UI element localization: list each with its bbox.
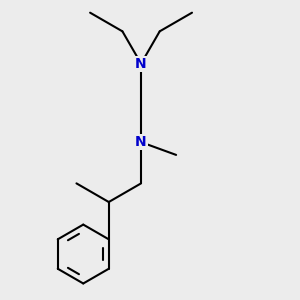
Text: N: N bbox=[135, 135, 147, 149]
Text: N: N bbox=[135, 57, 147, 70]
